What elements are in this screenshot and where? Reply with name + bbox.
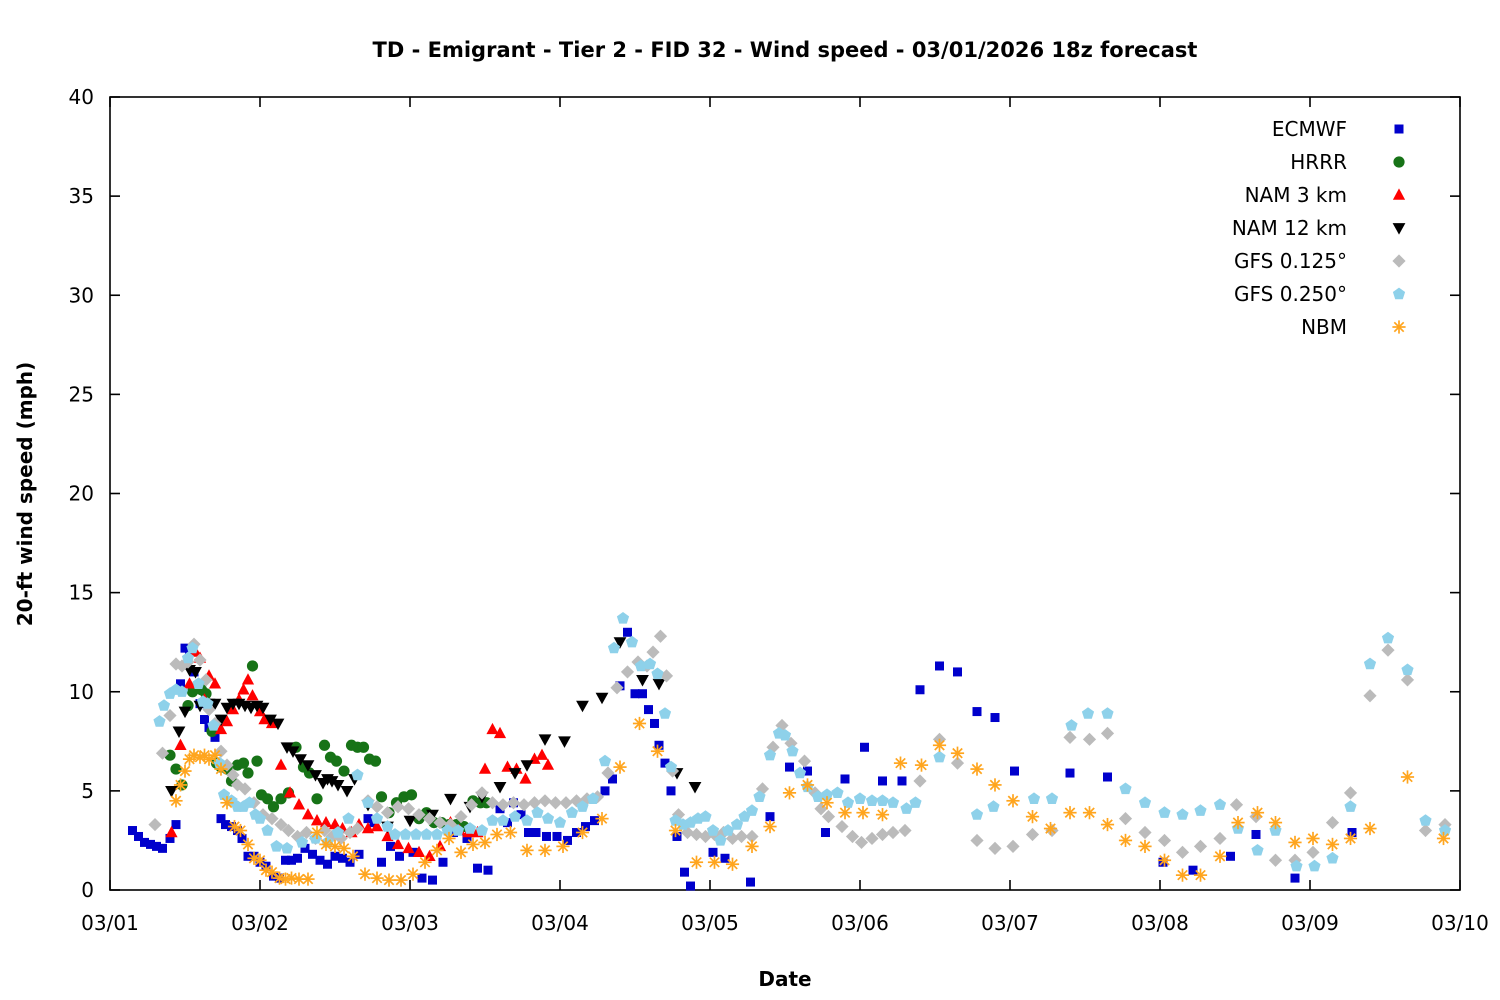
ecmwf-marker-icon [1394, 124, 1404, 134]
x-tick-label: 03/02 [231, 911, 289, 935]
legend-item-nam-3-km: NAM 3 km [1245, 183, 1406, 207]
legend-label: NBM [1301, 315, 1347, 339]
axes: 03/01 03/02 03/03 03/04 03/05 03/06 03/07 03/08… [69, 85, 1489, 935]
legend-label: GFS 0.125° [1234, 249, 1347, 273]
legend-item-nam-12-km: NAM 12 km [1232, 216, 1406, 240]
y-tick-label: 5 [81, 779, 94, 803]
gfs-0-125-marker-icon [1392, 254, 1406, 268]
legend-item-gfs-0-250: GFS 0.250° [1234, 282, 1406, 306]
nam-12-km-marker-icon [1392, 223, 1406, 235]
y-tick-label: 20 [69, 482, 94, 506]
nbm-marker-icon [1392, 320, 1406, 334]
gfs-0-250-marker-icon [1392, 287, 1406, 300]
x-tick-label: 03/08 [1131, 911, 1189, 935]
x-tick-label: 03/06 [831, 911, 889, 935]
legend-item-nbm: NBM [1301, 315, 1406, 339]
series-ecmwf [128, 627, 1357, 891]
series-gfs-0-250 [153, 612, 1452, 872]
chart-title: TD - Emigrant - Tier 2 - FID 32 - Wind s… [373, 38, 1198, 62]
data-points [128, 612, 1452, 891]
y-tick-label: 0 [81, 878, 94, 902]
x-axis-label: Date [758, 967, 811, 991]
hrrr-marker-icon [1393, 156, 1405, 168]
legend-label: NAM 12 km [1232, 216, 1347, 240]
y-tick-label: 10 [69, 680, 94, 704]
legend-label: HRRR [1290, 150, 1347, 174]
legend-label: NAM 3 km [1245, 183, 1347, 207]
y-tick-label: 30 [69, 283, 94, 307]
nam-3-km-marker-icon [1392, 188, 1406, 200]
legend-label: GFS 0.250° [1234, 282, 1347, 306]
legend-item-ecmwf: ECMWF [1272, 117, 1404, 141]
x-tick-label: 03/07 [981, 911, 1039, 935]
y-tick-label: 25 [69, 382, 94, 406]
series-nbm [169, 716, 1451, 887]
legend-label: ECMWF [1272, 117, 1347, 141]
y-tick-label: 40 [69, 85, 94, 109]
y-axis-label: 20-ft wind speed (mph) [13, 362, 37, 627]
x-tick-label: 03/01 [81, 911, 139, 935]
x-tick-label: 03/10 [1431, 911, 1489, 935]
x-tick-label: 03/09 [1281, 911, 1339, 935]
x-tick-label: 03/04 [531, 911, 589, 935]
x-tick-label: 03/03 [381, 911, 439, 935]
legend-item-hrrr: HRRR [1290, 150, 1405, 174]
x-tick-label: 03/05 [681, 911, 739, 935]
y-tick-label: 15 [69, 581, 94, 605]
y-tick-label: 35 [69, 184, 94, 208]
legend-item-gfs-0-125: GFS 0.125° [1234, 249, 1406, 273]
legend: ECMWF HRRR NAM 3 km NAM 12 km GFS 0.125° GFS … [1232, 117, 1406, 339]
